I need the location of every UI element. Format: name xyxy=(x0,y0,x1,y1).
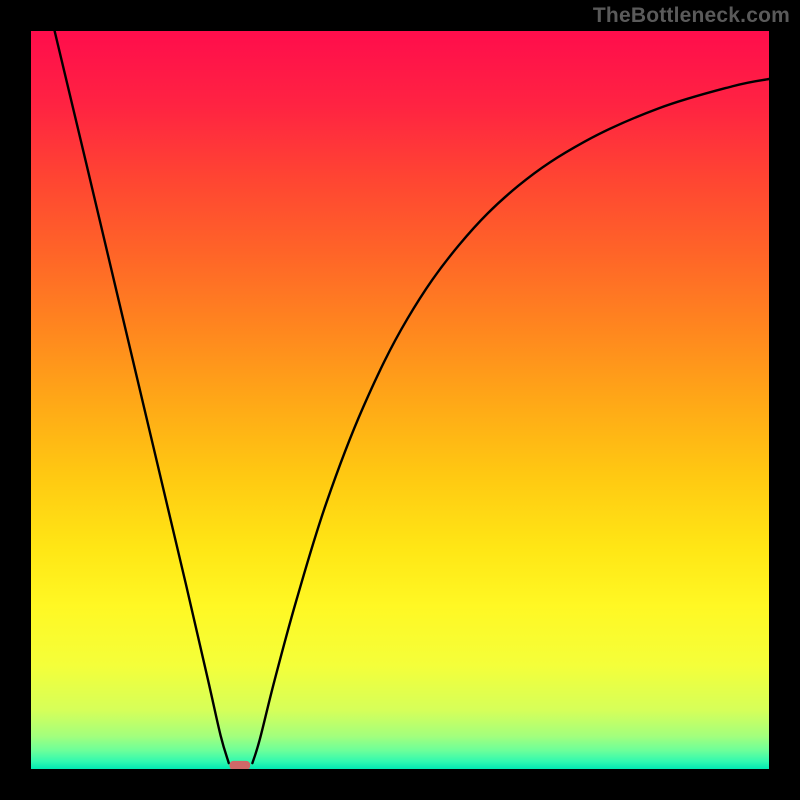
minimum-marker xyxy=(230,761,251,769)
chart-container: TheBottleneck.com xyxy=(0,0,800,800)
plot-svg xyxy=(31,31,769,769)
watermark-text: TheBottleneck.com xyxy=(593,4,790,28)
